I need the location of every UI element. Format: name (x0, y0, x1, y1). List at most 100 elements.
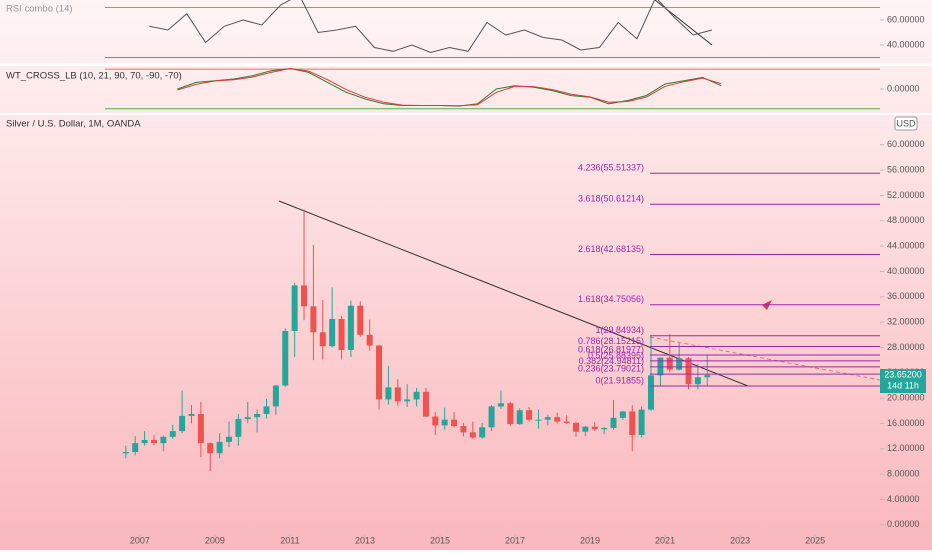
y-tick-label: 16.00000 (887, 418, 925, 428)
x-tick-label: 2007 (130, 535, 150, 545)
candle-body (347, 305, 354, 351)
y-tick-label: 40.00000 (887, 39, 925, 49)
candle-body (376, 345, 383, 400)
fib-label: 2.618(42.68135) (578, 244, 644, 254)
candle-body (647, 375, 654, 410)
countdown: 14d 11h (887, 380, 919, 390)
candle-body (301, 285, 308, 307)
candle-body (422, 391, 429, 417)
candle-body (526, 410, 533, 420)
y-tick-label: 40.00000 (887, 266, 925, 276)
fib-label: 3.618(50.61214) (578, 194, 644, 204)
candle-body (582, 426, 589, 432)
y-tick-label: 36.00000 (887, 291, 925, 301)
x-tick-label: 2021 (655, 535, 675, 545)
candle-body (638, 409, 645, 435)
wt-title: WT_CROSS_LB (10, 21, 90, 70, -90, -70) (6, 71, 182, 82)
candle-body (169, 431, 176, 437)
candle-body (160, 436, 167, 444)
candle-body (544, 417, 551, 420)
y-tick-label: 48.00000 (887, 215, 925, 225)
candle-body (563, 421, 570, 423)
candle-body (601, 427, 608, 430)
candle-body (207, 443, 214, 454)
fib-label: 0.236(23.79021) (578, 364, 644, 374)
candle-body (619, 411, 626, 418)
fib-label: 0.618(26.81977) (578, 344, 644, 354)
pane-separator (0, 63, 932, 66)
currency: USD (896, 118, 916, 128)
y-tick-label: 44.00000 (887, 241, 925, 251)
x-tick-label: 2017 (505, 535, 525, 545)
candle-body (226, 436, 233, 442)
candle-body (329, 318, 336, 347)
candle-body (676, 358, 683, 370)
x-tick-label: 2011 (280, 535, 299, 545)
fib-label: 1.618(34.75056) (578, 294, 644, 304)
y-tick-label: 32.00000 (887, 317, 925, 327)
candle-body (188, 414, 195, 416)
candle-body (413, 391, 420, 400)
candle-body (404, 399, 411, 402)
x-tick-label: 2009 (205, 535, 225, 545)
dashed-trendline (649, 336, 881, 381)
y-tick-label: 28.00000 (887, 342, 925, 352)
candle-body (451, 419, 458, 427)
candle-body (704, 375, 711, 378)
pane (122, 172, 880, 472)
candle-body (235, 419, 242, 437)
candle-body (132, 443, 139, 453)
fib-label: 0(21.91855) (595, 375, 644, 385)
last-price: 23.65200 (884, 369, 922, 379)
y-tick-label: 20.00000 (887, 393, 925, 403)
last-price-box (880, 369, 926, 394)
x-tick-label: 2013 (355, 535, 375, 545)
candle-body (591, 426, 598, 430)
fib-label: 1(29.84934) (595, 325, 644, 335)
candle-body (291, 285, 298, 332)
candle-body (179, 415, 186, 432)
y-tick-label: 0.00000 (887, 83, 920, 93)
candle-body (319, 332, 326, 347)
fib-label: 0.382(24.94811) (579, 356, 644, 366)
candle-body (629, 411, 636, 435)
rsi-title: RSI combo (14) (6, 4, 73, 15)
y-tick-label: 56.00000 (887, 164, 925, 174)
candle-body (469, 432, 476, 438)
candle-body (488, 406, 495, 428)
candle-body (479, 427, 486, 438)
pane-separator (0, 113, 932, 115)
y-tick-label: 4.00000 (887, 494, 920, 504)
candle-body (535, 419, 542, 421)
pane (105, 0, 880, 58)
x-tick-label: 2015 (430, 535, 450, 545)
candle-body (554, 417, 561, 422)
candle-body (685, 358, 692, 385)
candle-body (141, 439, 148, 444)
fib-label: 4.236(55.51337) (578, 163, 644, 173)
candle-body (357, 305, 364, 335)
series-line (149, 0, 713, 54)
candle-body (310, 306, 317, 333)
fib-label: 0.5(25.88395) (588, 350, 644, 360)
candle-body (394, 387, 401, 402)
candle-body (366, 334, 373, 346)
candle-body (263, 406, 270, 415)
candle-body (497, 403, 504, 407)
y-tick-label: 12.00000 (887, 443, 925, 453)
y-tick-label: 8.00000 (887, 469, 920, 479)
series-line (177, 67, 722, 107)
candle-body (385, 387, 392, 400)
candle-body (216, 441, 223, 454)
x-tick-label: 2019 (580, 535, 600, 545)
candle-body (460, 426, 467, 433)
x-tick-label: 2025 (805, 535, 825, 545)
y-tick-label: 60.00000 (887, 14, 925, 24)
main-title: Silver / U.S. Dollar, 1M, OANDA (6, 119, 141, 130)
candle-body (282, 331, 289, 386)
candle-body (694, 377, 701, 385)
candle-body (197, 414, 204, 444)
candle-body (272, 385, 279, 407)
currency-box[interactable] (894, 116, 918, 131)
candle-body (150, 439, 157, 444)
